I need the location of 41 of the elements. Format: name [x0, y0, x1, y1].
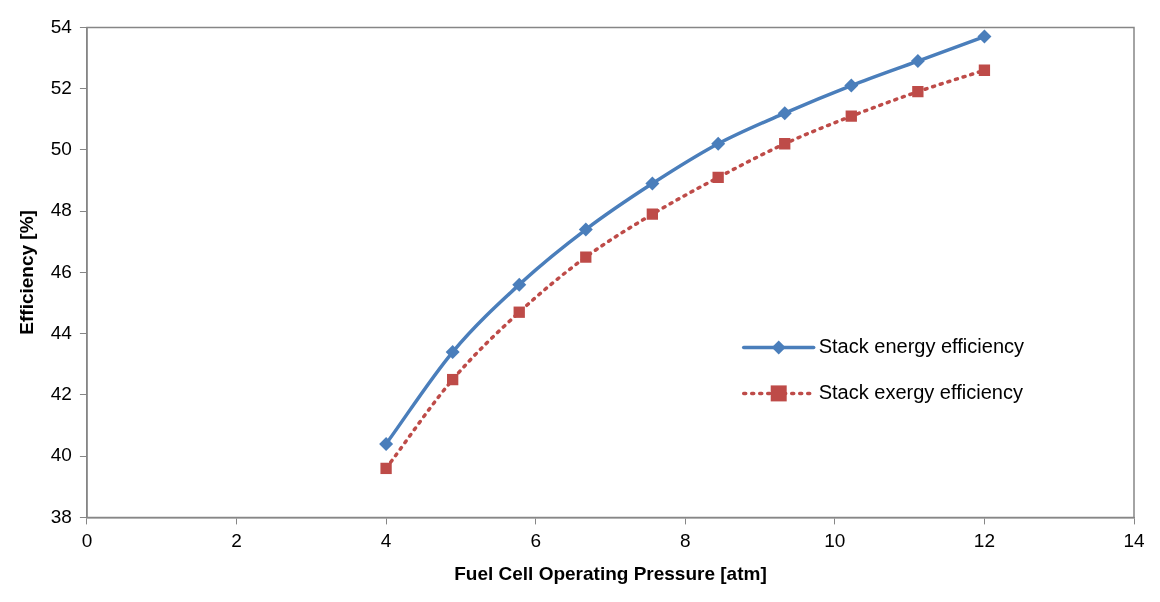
point [779, 138, 791, 150]
point [912, 86, 924, 98]
point [777, 106, 792, 121]
point [447, 373, 459, 386]
point [580, 251, 592, 263]
y-tick-label: 52 [50, 76, 72, 98]
point [445, 345, 460, 360]
point [910, 54, 925, 69]
y-tick-label: 40 [50, 444, 72, 466]
x-tick-label: 2 [231, 530, 242, 552]
point [711, 136, 726, 151]
legend-label: Stack energy efficiency [818, 334, 1024, 357]
y-tick-label: 42 [50, 383, 72, 405]
y-tick-label: 44 [50, 321, 73, 343]
point [646, 208, 659, 220]
y-tick-label: 50 [50, 138, 72, 160]
x-tick-label: 6 [530, 530, 541, 552]
y-tick-label: 54 [50, 15, 73, 37]
point [513, 306, 525, 318]
x-tick-label: 14 [1123, 530, 1145, 552]
y-tick-label: 46 [50, 260, 72, 282]
point [512, 277, 527, 292]
point [978, 64, 991, 76]
x-tick-label: 8 [679, 530, 691, 552]
point [645, 176, 660, 191]
point [379, 436, 394, 451]
x-tick-label: 0 [81, 530, 93, 552]
point [380, 462, 392, 475]
x-tick-label: 12 [973, 530, 995, 552]
x-tick-label: 10 [824, 530, 846, 552]
point [712, 171, 724, 184]
legend-label: Stack exergy efficiency [818, 380, 1023, 403]
y-tick-label: 48 [50, 199, 72, 221]
y-axis-title: Efficiency [%] [15, 210, 37, 335]
point [578, 222, 593, 237]
point [844, 78, 859, 93]
point [845, 110, 857, 122]
y-tick-label: 38 [50, 505, 72, 527]
x-tick-label: 4 [380, 530, 392, 552]
point [977, 29, 992, 44]
x-axis-title: Fuel Cell Operating Pressure [atm] [454, 562, 767, 584]
